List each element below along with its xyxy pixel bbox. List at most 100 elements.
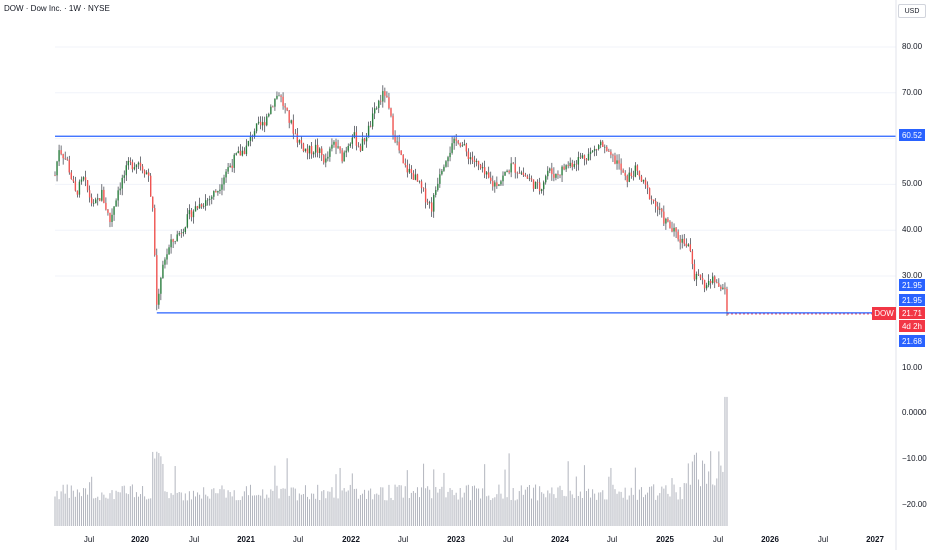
- candle: [490, 171, 492, 184]
- volume-bar: [258, 494, 260, 526]
- x-tick-label: 2024: [551, 535, 569, 544]
- volume-bar: [158, 453, 160, 526]
- volume-bar: [184, 493, 186, 526]
- candle: [154, 204, 156, 257]
- volume-bar: [661, 486, 663, 526]
- volume-bar: [490, 500, 492, 526]
- volume-bar: [459, 488, 461, 526]
- volume-bar: [72, 490, 74, 526]
- volume-bar: [286, 458, 288, 526]
- candle: [371, 107, 374, 130]
- candle: [125, 160, 127, 181]
- volume-bar: [642, 497, 644, 526]
- volume-bar: [588, 488, 590, 526]
- candle: [145, 170, 148, 175]
- candle: [426, 198, 429, 206]
- volume-bar: [439, 489, 441, 526]
- volume-bar: [575, 476, 577, 526]
- volume-bar: [402, 497, 404, 526]
- candle: [308, 145, 311, 160]
- candle: [129, 157, 132, 166]
- candle: [294, 128, 296, 135]
- candle: [147, 168, 150, 182]
- candle: [186, 208, 189, 229]
- volume-bar: [188, 491, 190, 526]
- volume-bar: [449, 488, 451, 526]
- candle: [137, 161, 140, 169]
- volume-bar: [689, 484, 691, 526]
- candle: [357, 142, 360, 148]
- volume-bar: [585, 490, 587, 526]
- volume-bar: [339, 467, 341, 526]
- volume-bar: [492, 498, 494, 526]
- volume-bar: [671, 478, 673, 526]
- volume-bar: [620, 491, 622, 526]
- volume-bar: [264, 498, 266, 526]
- candle: [404, 158, 406, 168]
- candle: [593, 145, 596, 157]
- volume-bar: [376, 493, 378, 526]
- volume-bar: [288, 495, 290, 526]
- last-price-tag: 21.71: [899, 307, 925, 319]
- candle: [97, 193, 99, 206]
- candle: [587, 148, 590, 161]
- volume-bar: [203, 487, 205, 526]
- candle: [249, 131, 252, 147]
- candle: [512, 162, 514, 165]
- volume-bar: [571, 494, 573, 526]
- volume-bar: [237, 500, 239, 526]
- x-tick-label: 2022: [342, 535, 360, 544]
- candle: [158, 288, 160, 309]
- candle: [337, 139, 339, 149]
- candle: [543, 180, 545, 196]
- candle: [707, 274, 710, 288]
- candle: [296, 128, 299, 148]
- candle: [384, 87, 386, 103]
- volume-bar: [655, 499, 657, 526]
- volume-bar: [522, 494, 524, 526]
- candle: [457, 139, 459, 145]
- candle: [655, 198, 657, 213]
- candle: [188, 204, 191, 220]
- candle: [182, 228, 184, 237]
- volume-bar: [663, 488, 665, 526]
- volume-bar: [718, 451, 720, 526]
- candle: [475, 158, 478, 167]
- volume-bar: [695, 452, 697, 526]
- volume-bar: [423, 463, 425, 526]
- candle: [162, 260, 164, 279]
- volume-bar: [687, 463, 689, 526]
- volume-bar: [199, 494, 201, 526]
- candle: [251, 134, 254, 142]
- candle: [135, 164, 138, 174]
- candle: [233, 153, 235, 173]
- y-tick-label: 40.00: [902, 225, 923, 234]
- volume-bar: [211, 489, 213, 526]
- volume-bar: [160, 456, 162, 526]
- volume-bar: [404, 486, 406, 526]
- candle: [618, 154, 620, 170]
- volume-bar: [465, 485, 467, 526]
- volume-bar: [433, 469, 435, 526]
- volume-bar: [583, 465, 585, 526]
- volume-bar: [135, 492, 137, 526]
- candle: [272, 105, 274, 108]
- volume-bar: [131, 484, 133, 526]
- candle: [661, 207, 663, 218]
- volume-bar: [361, 493, 363, 526]
- candle: [127, 157, 130, 170]
- candle: [693, 259, 696, 282]
- volume-bar: [567, 461, 569, 526]
- candle: [551, 162, 553, 181]
- candle: [492, 175, 494, 191]
- volume-bar: [192, 490, 194, 526]
- currency-button[interactable]: USD: [898, 4, 926, 18]
- candle: [406, 159, 408, 178]
- candle: [481, 162, 484, 173]
- volume-bar: [300, 494, 302, 526]
- volume-bar: [113, 499, 115, 526]
- candle: [80, 176, 83, 185]
- candle: [577, 151, 580, 171]
- candle: [282, 92, 284, 110]
